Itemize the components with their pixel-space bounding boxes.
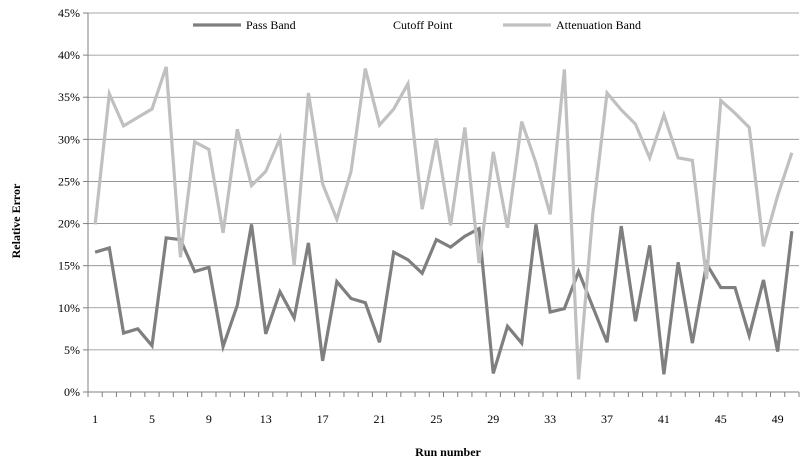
y-tick-label: 0% [64, 385, 80, 399]
x-tick-label: 13 [260, 412, 272, 426]
x-tick-label: 41 [658, 412, 670, 426]
x-tick-label: 33 [544, 412, 556, 426]
legend-label: Pass Band [246, 18, 296, 32]
y-tick-label: 10% [58, 301, 80, 315]
y-tick-label: 45% [58, 6, 80, 20]
x-tick-label: 1 [92, 412, 98, 426]
legend: Pass Band Cutoff Point Attenuation Band [193, 18, 641, 32]
y-axis-title: Relative Error [9, 183, 23, 258]
x-tick-label: 25 [430, 412, 442, 426]
y-tick-label: 15% [58, 259, 80, 273]
y-tick-label: 30% [58, 132, 80, 146]
legend-label: Attenuation Band [556, 18, 641, 32]
y-tick-label: 40% [58, 48, 80, 62]
series-line-0 [94, 224, 794, 375]
x-tick-label: 29 [487, 412, 499, 426]
y-tick-label: 35% [58, 90, 80, 104]
axes: 0% 5% 10% 15% 20% 25% 30% 35% 40% 45% 1 5 9 13 17 21 25 2… [58, 6, 800, 426]
legend-label: Cutoff Point [393, 18, 453, 32]
y-tick-label: 20% [58, 217, 80, 231]
x-tick-label: 17 [317, 412, 329, 426]
series-line-2 [93, 66, 794, 380]
x-axis-title: Run number [415, 445, 481, 459]
series-lines [93, 66, 794, 380]
y-tick-label: 5% [64, 343, 80, 357]
x-tick-label: 21 [374, 412, 386, 426]
x-tick-label: 9 [206, 412, 212, 426]
y-tick-label: 25% [58, 174, 80, 188]
x-tick-label: 37 [601, 412, 613, 426]
x-tick-label: 49 [772, 412, 784, 426]
x-tick-label: 5 [149, 412, 155, 426]
x-tick-label: 45 [715, 412, 727, 426]
